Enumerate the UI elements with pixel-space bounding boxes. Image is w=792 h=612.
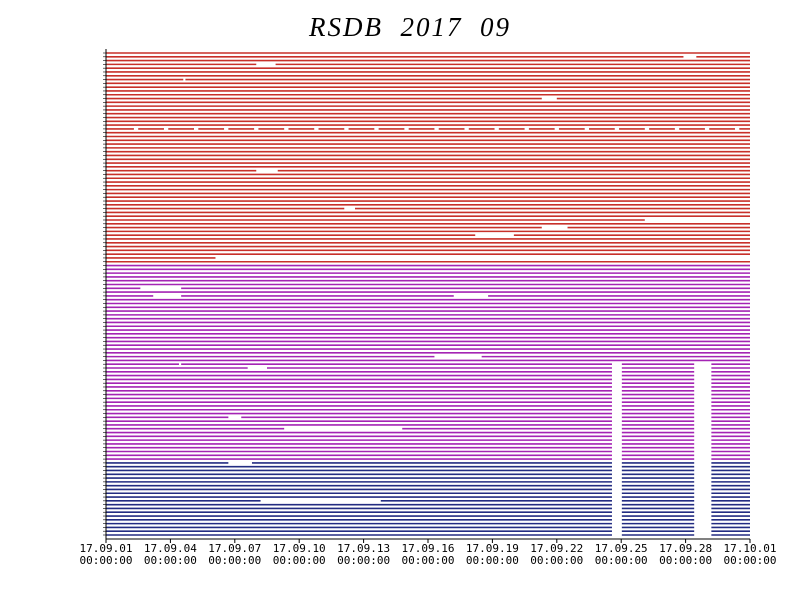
x-tick-label-line: 17.09.10 — [273, 542, 326, 555]
x-tick-label: 17.09.10 00:00:00 — [273, 542, 326, 567]
x-tick-label-line: 00:00:00 — [466, 554, 519, 567]
x-tick-label-line: 17.10.01 — [724, 542, 777, 555]
x-tick-label-line: 00:00:00 — [402, 554, 455, 567]
x-tick-label-line: 17.09.01 — [80, 542, 133, 555]
x-tick-label-line: 00:00:00 — [724, 554, 777, 567]
x-tick-label-line: 00:00:00 — [659, 554, 712, 567]
x-tick-label-line: 17.09.28 — [659, 542, 712, 555]
x-tick-label: 17.09.07 00:00:00 — [208, 542, 261, 567]
x-tick-label-line: 00:00:00 — [337, 554, 390, 567]
x-tick-label-line: 17.09.07 — [208, 542, 261, 555]
x-tick-label: 17.10.01 00:00:00 — [724, 542, 777, 567]
x-tick-label: 17.09.19 00:00:00 — [466, 542, 519, 567]
x-tick-label-line: 17.09.04 — [144, 542, 197, 555]
x-tick-label-line: 17.09.25 — [595, 542, 648, 555]
x-tick-label: 17.09.16 00:00:00 — [402, 542, 455, 567]
x-tick-label-line: 00:00:00 — [595, 554, 648, 567]
x-tick-label-line: 17.09.19 — [466, 542, 519, 555]
x-tick-label: 17.09.25 00:00:00 — [595, 542, 648, 567]
chart-title: RSDB 2017 09 — [308, 12, 511, 42]
x-tick-label-line: 00:00:00 — [144, 554, 197, 567]
x-tick-label: 17.09.13 00:00:00 — [337, 542, 390, 567]
x-tick-label: 17.09.28 00:00:00 — [659, 542, 712, 567]
x-tick-label-line: 17.09.13 — [337, 542, 390, 555]
x-tick-label-line: 00:00:00 — [530, 554, 583, 567]
x-tick-label: 17.09.01 00:00:00 — [80, 542, 133, 567]
x-tick-label-line: 00:00:00 — [80, 554, 133, 567]
x-tick-label-line: 17.09.16 — [402, 542, 455, 555]
x-tick-label: 17.09.04 00:00:00 — [144, 542, 197, 567]
x-tick-label-line: 00:00:00 — [208, 554, 261, 567]
x-tick-label: 17.09.22 00:00:00 — [530, 542, 583, 567]
x-tick-label-line: 00:00:00 — [273, 554, 326, 567]
x-tick-label-line: 17.09.22 — [530, 542, 583, 555]
